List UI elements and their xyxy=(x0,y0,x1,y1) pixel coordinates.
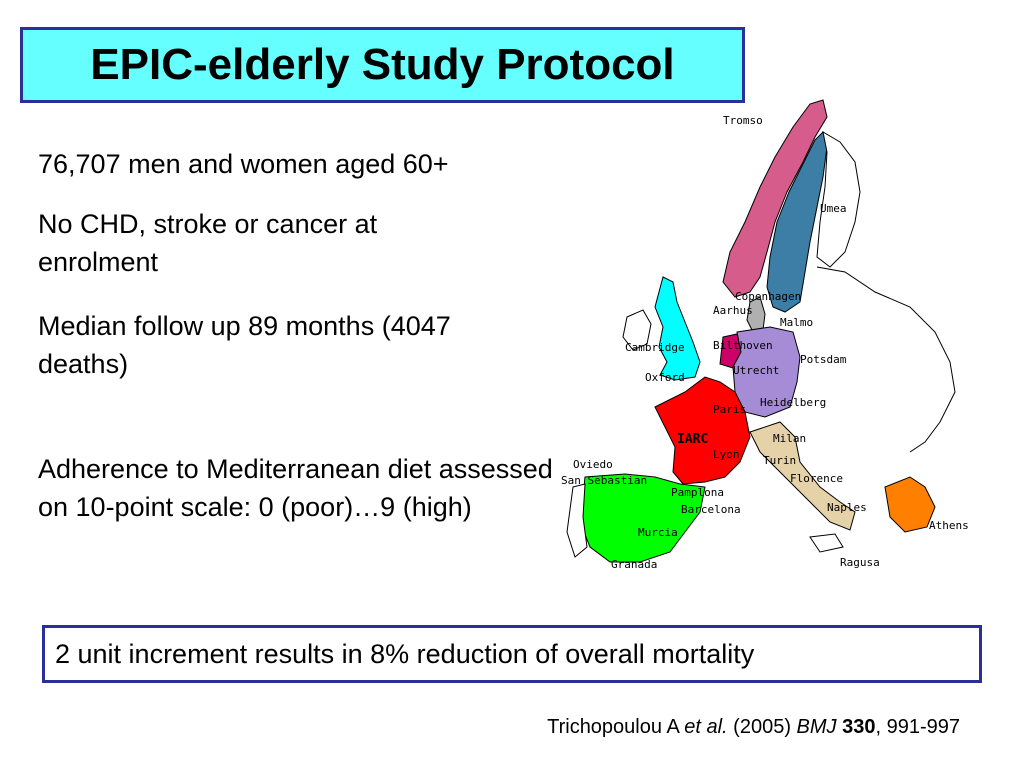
citation-volume: 330 xyxy=(842,716,876,738)
label-granada: Granada xyxy=(611,558,657,571)
label-tromso: Tromso xyxy=(723,114,763,127)
result-text: 2 unit increment results in 8% reduction… xyxy=(55,638,755,669)
greece-region xyxy=(884,476,936,533)
italy-region xyxy=(749,421,856,531)
citation-year: (2005) xyxy=(733,716,791,738)
bullet-exclusions: No CHD, stroke or cancer at enrolment xyxy=(38,209,378,277)
portugal-outline xyxy=(566,483,588,558)
label-umea: Umea xyxy=(820,202,847,215)
label-turin: Turin xyxy=(763,454,796,467)
title-box: EPIC-elderly Study Protocol xyxy=(20,27,745,103)
bullet-follow-up: Median follow up 89 months (4047 deaths) xyxy=(38,311,451,379)
result-box: 2 unit increment results in 8% reduction… xyxy=(42,625,982,683)
label-san-sebastian: San Sebastian xyxy=(561,474,647,487)
citation-journal: BMJ xyxy=(796,716,837,738)
label-utrecht: Utrecht xyxy=(733,364,779,377)
label-aarhus: Aarhus xyxy=(713,304,753,317)
label-barcelona: Barcelona xyxy=(681,503,741,516)
label-oviedo: Oviedo xyxy=(573,458,613,471)
citation: Trichopoulou A et al. (2005) BMJ 330, 99… xyxy=(547,716,960,739)
label-bilthoven: Bilthoven xyxy=(713,339,773,352)
label-cambridge: Cambridge xyxy=(625,341,685,354)
label-malmo: Malmo xyxy=(780,316,813,329)
label-paris: Paris xyxy=(713,403,746,416)
label-oxford: Oxford xyxy=(645,371,685,384)
label-murcia: Murcia xyxy=(638,526,678,539)
bullet-diet-score: Adherence to Mediterranean diet assessed… xyxy=(38,454,553,522)
uk-region xyxy=(654,276,701,381)
label-lyon: Lyon xyxy=(713,448,740,461)
label-pamplona: Pamplona xyxy=(671,486,724,499)
label-florence: Florence xyxy=(790,472,843,485)
label-naples: Naples xyxy=(827,501,867,514)
sweden-region xyxy=(766,131,828,313)
europe-map-svg: Tromso Umea Copenhagen Aarhus Malmo Camb… xyxy=(561,99,969,571)
citation-etal: et al. xyxy=(684,716,728,738)
ireland-outline xyxy=(622,309,652,351)
germany-region xyxy=(732,326,801,418)
label-iarc: IARC xyxy=(677,432,708,447)
france-region xyxy=(654,376,751,485)
norway-region xyxy=(722,99,828,298)
slide-title: EPIC-elderly Study Protocol xyxy=(90,40,675,89)
label-heidelberg: Heidelberg xyxy=(760,396,826,409)
eastern-europe-outline xyxy=(816,266,956,453)
finland-region xyxy=(816,131,861,268)
bullet-cohort: 76,707 men and women aged 60+ xyxy=(38,149,449,179)
label-milan: Milan xyxy=(773,432,806,445)
label-copenhagen: Copenhagen xyxy=(735,290,801,303)
europe-map: Tromso Umea Copenhagen Aarhus Malmo Camb… xyxy=(555,92,985,582)
label-ragusa: Ragusa xyxy=(840,556,880,569)
label-potsdam: Potsdam xyxy=(800,353,847,366)
citation-pages: , 991-997 xyxy=(875,716,960,738)
citation-author: Trichopoulou A xyxy=(547,716,679,738)
label-athens: Athens xyxy=(929,519,969,532)
sicily-outline xyxy=(809,533,844,553)
